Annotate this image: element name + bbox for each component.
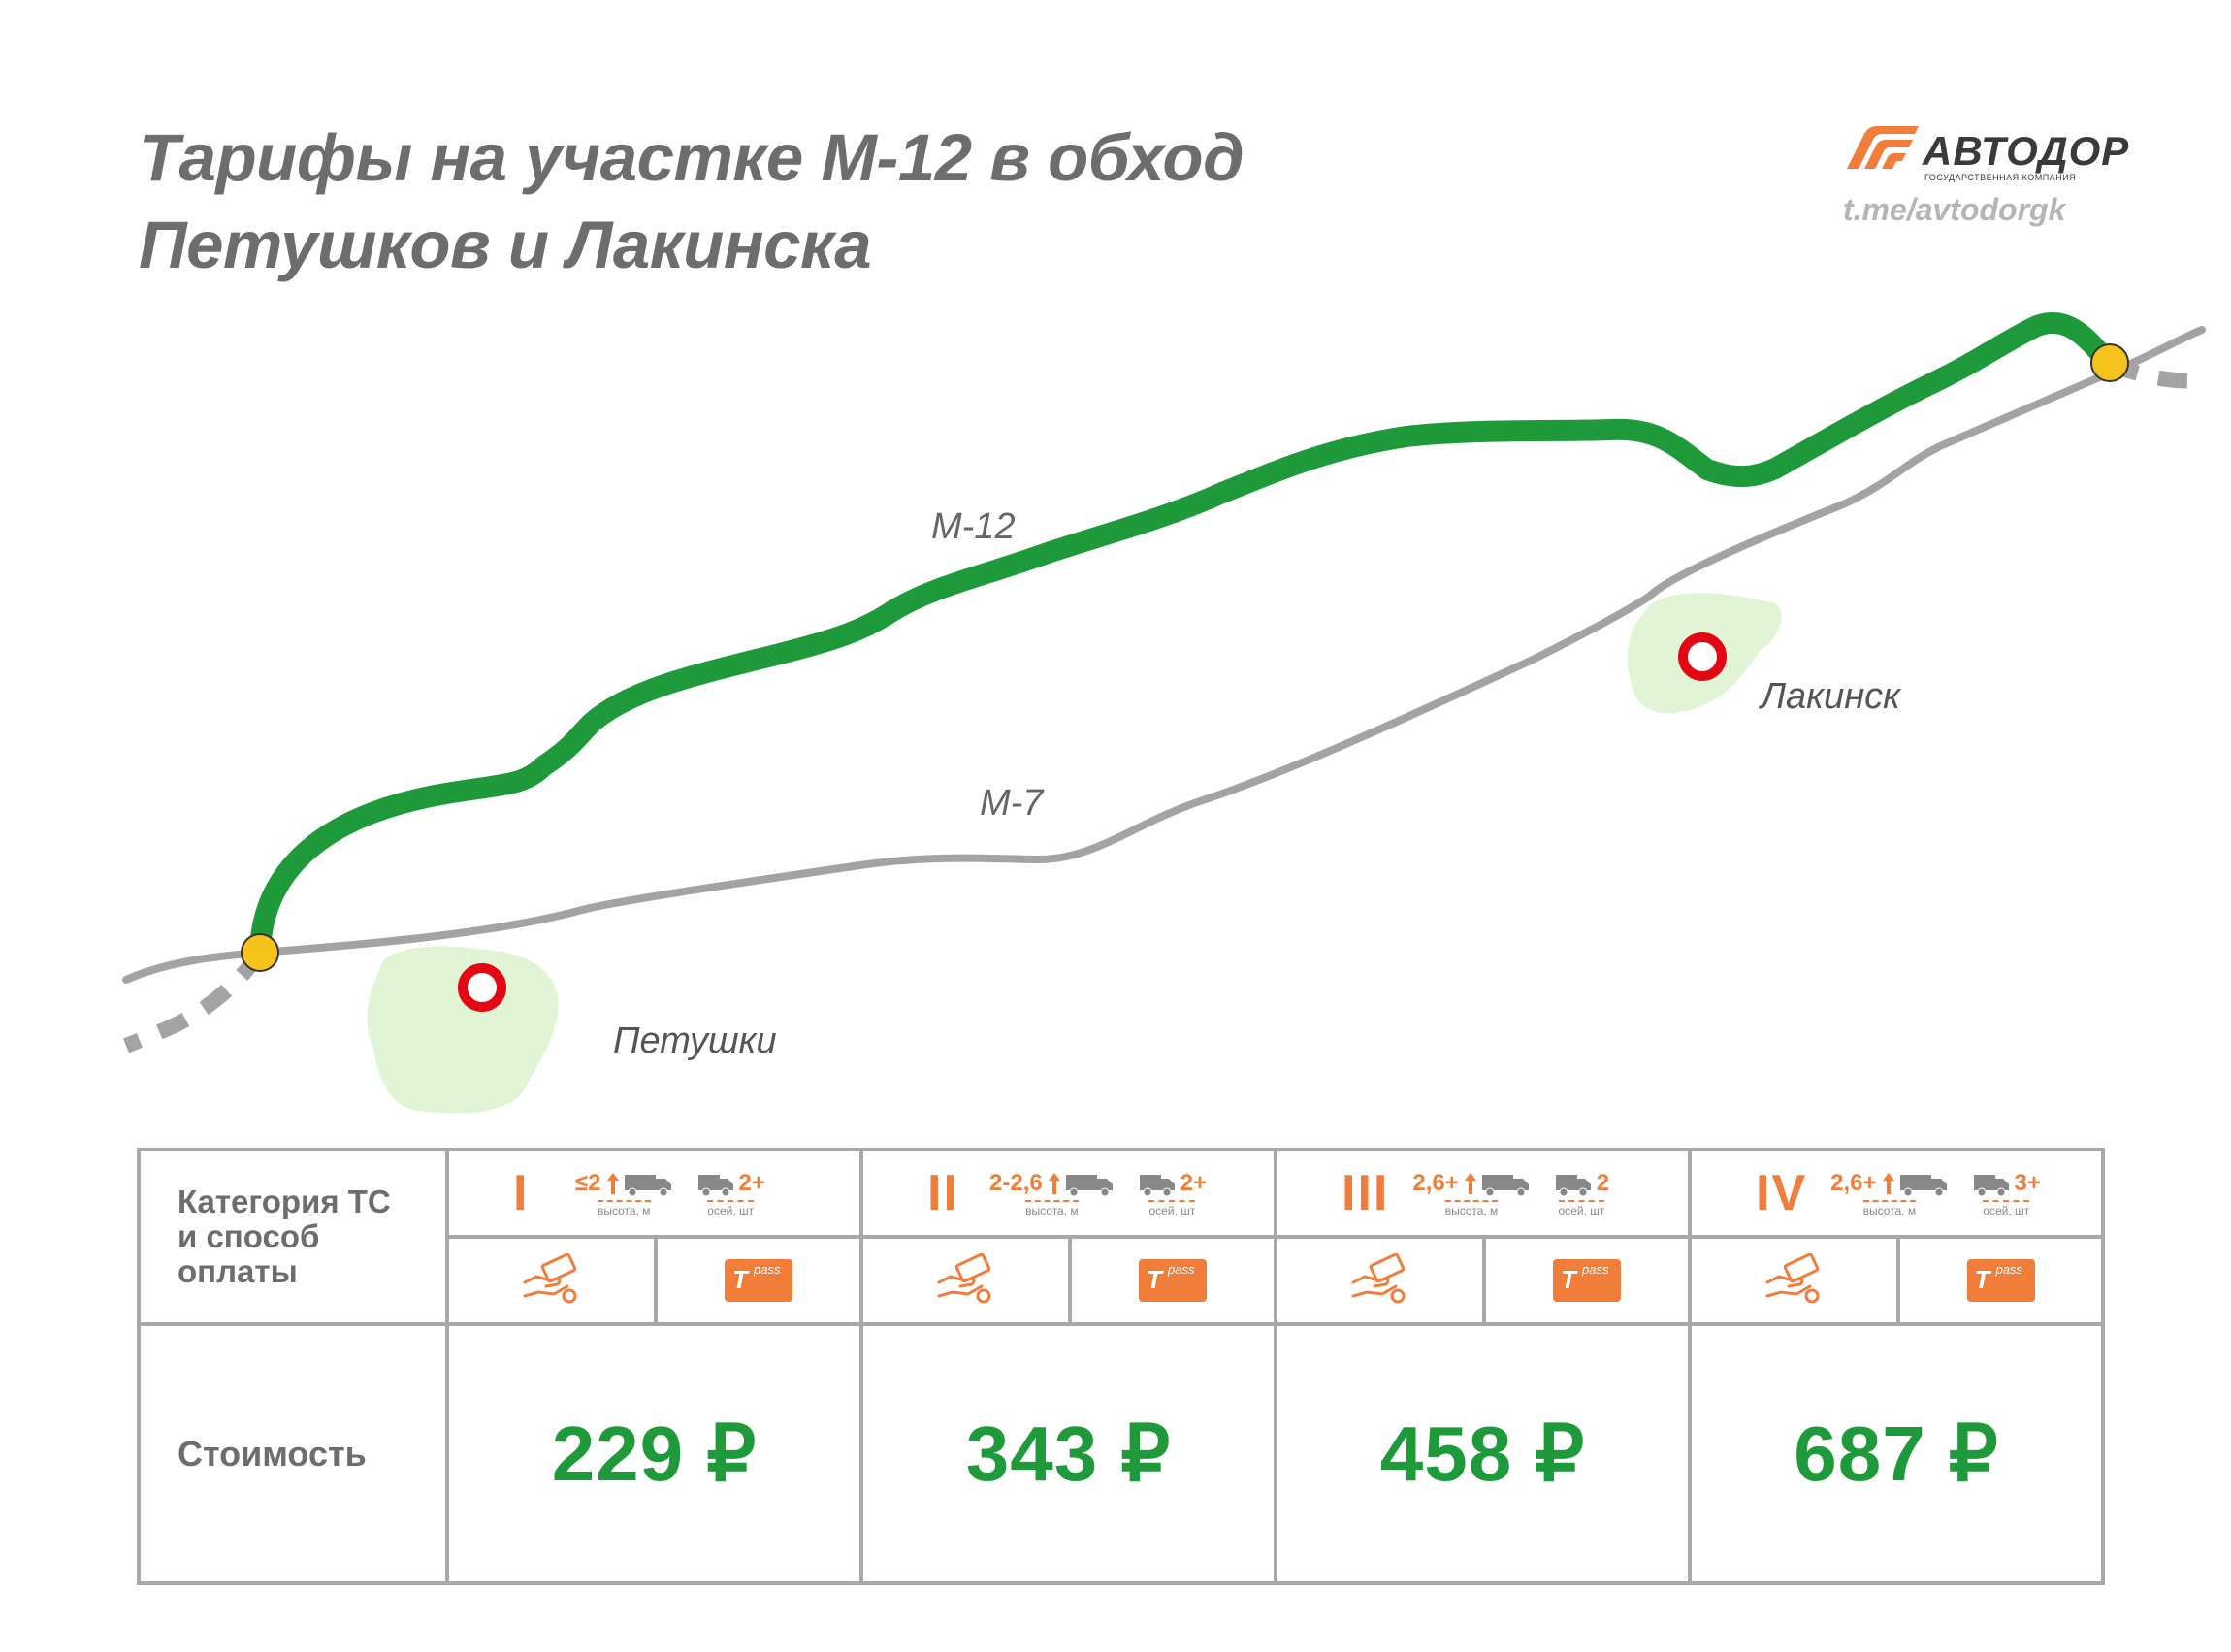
route-map: М-12 М-7 Петушки Лакинск (122, 311, 2208, 1114)
junction-east-icon (2090, 343, 2129, 382)
payment-transponder-4: T pass (1896, 1235, 2106, 1326)
m7-label: М-7 (980, 783, 1045, 824)
telegram-link[interactable]: t.me/avtodorgk (1843, 192, 2066, 227)
category-header-line-3: оплаты (178, 1253, 298, 1290)
truck-height-icon (1882, 1173, 1947, 1197)
t-pass-label: pass (1995, 1262, 2022, 1277)
height-spec: 2-2,6 высота, м (989, 1169, 1115, 1217)
cash-payment-icon (1351, 1252, 1406, 1303)
payment-transponder-1: T pass (654, 1235, 863, 1326)
category-roman: I (513, 1165, 530, 1221)
truck-height-icon (606, 1173, 671, 1197)
m12-label: М-12 (931, 506, 1016, 547)
price-category-2: 343 ₽ (858, 1322, 1278, 1585)
height-value: ≤2 (575, 1170, 601, 1196)
height-spec: ≤2 высота, м (575, 1169, 673, 1217)
payment-transponder-2: T pass (1067, 1235, 1278, 1326)
price-row: Стоимость 229 ₽ 343 ₽ 458 ₽ 687 ₽ (137, 1322, 2106, 1585)
petushki-marker-icon (458, 963, 506, 1012)
axles-value: 2 (1596, 1170, 1610, 1196)
payment-row: T pass T pass T (139, 1235, 2106, 1326)
cash-payment-icon (523, 1252, 576, 1303)
axles-spec: 2+ осей, шт (1138, 1169, 1207, 1217)
cash-payment-icon (1765, 1252, 1820, 1303)
title-line-2: Петушков и Лакинска (139, 207, 872, 282)
m7-road (122, 326, 2206, 984)
category-row: Категория ТС и способ оплаты I ≤2 (137, 1148, 2106, 1326)
category-header-cell: Категория ТС и способ оплаты (137, 1148, 449, 1326)
t-pass-transponder-icon: T pass (725, 1259, 792, 1302)
junction-west-icon (241, 933, 279, 972)
category-cell-1: I ≤2 высота, м (445, 1148, 863, 1239)
axles-spec: 2+ осей, шт (696, 1169, 765, 1217)
category-roman: IV (1756, 1165, 1808, 1221)
height-spec: 2,6+ высота, м (1412, 1169, 1530, 1217)
height-value: 2,6+ (1412, 1170, 1459, 1196)
height-value: 2,6+ (1830, 1170, 1877, 1196)
lakinsk-label: Лакинск (1758, 676, 1902, 717)
height-caption: высота, м (1025, 1200, 1079, 1217)
truck-height-icon (1048, 1173, 1113, 1197)
logo-name: АВТОДОР (1923, 128, 2130, 174)
axles-caption: осей, шт (707, 1200, 755, 1217)
cash-payment-icon (937, 1252, 990, 1303)
category-header-line-1: Категория ТС (178, 1182, 391, 1219)
m12-approach-west (123, 948, 267, 1053)
t-pass-transponder-icon: T pass (1553, 1259, 1622, 1302)
height-spec: 2,6+ высота, м (1830, 1169, 1948, 1217)
category-roman: III (1342, 1165, 1390, 1221)
truck-axles-icon (1973, 1175, 2009, 1197)
m12-road (249, 311, 2120, 963)
payment-cash-4 (1688, 1235, 1901, 1326)
payment-transponder-3: T pass (1482, 1235, 1693, 1326)
t-pass-label: pass (1168, 1262, 1195, 1277)
page-title: Тарифы на участке М-12 в обход Петушков … (139, 114, 1245, 288)
category-cell-4: IV 2,6+ высота, м (1688, 1148, 2106, 1239)
axles-spec: 2 осей, шт (1554, 1169, 1609, 1217)
title-line-1: Тарифы на участке М-12 в обход (139, 120, 1245, 195)
t-pass-label: pass (754, 1262, 781, 1277)
t-pass-label: pass (1582, 1262, 1609, 1277)
petushki-area (367, 946, 559, 1114)
logo-subtitle: ГОСУДАРСТВЕННАЯ КОМПАНИЯ (1924, 173, 2077, 182)
petushki-label: Петушки (613, 1020, 777, 1061)
axles-spec: 3+ осей, шт (1972, 1169, 2041, 1217)
tariff-table: Категория ТС и способ оплаты I ≤2 (137, 1148, 2106, 1585)
truck-axles-icon (1139, 1175, 1175, 1197)
height-caption: высота, м (1444, 1200, 1499, 1217)
axles-caption: осей, шт (1983, 1200, 2030, 1217)
height-caption: высота, м (1862, 1200, 1917, 1217)
height-value: 2-2,6 (989, 1170, 1043, 1196)
category-roman: II (927, 1165, 959, 1221)
truck-axles-icon (1555, 1175, 1591, 1197)
payment-cash-3 (1274, 1235, 1487, 1326)
cost-header-cell: Стоимость (137, 1322, 449, 1585)
t-pass-transponder-icon: T pass (1139, 1259, 1207, 1302)
t-pass-transponder-icon: T pass (1966, 1259, 2035, 1302)
axles-value: 3+ (2014, 1170, 2041, 1196)
avtodor-logo[interactable]: АВТОДОР ГОСУДАРСТВЕННАЯ КОМПАНИЯ t.me/av… (1843, 124, 2134, 231)
category-cell-3: III 2,6+ высота, м (1274, 1148, 1693, 1239)
truck-axles-icon (697, 1175, 733, 1197)
payment-cash-1 (445, 1235, 658, 1326)
axles-value: 2+ (738, 1170, 765, 1196)
avtodor-emblem-icon (1847, 126, 1919, 169)
height-caption: высота, м (598, 1200, 651, 1217)
category-header-line-2: и способ (178, 1217, 320, 1254)
price-category-1: 229 ₽ (445, 1322, 863, 1585)
truck-height-icon (1464, 1173, 1529, 1197)
price-category-3: 458 ₽ (1274, 1322, 1693, 1585)
axles-caption: осей, шт (1558, 1200, 1605, 1217)
lakinsk-marker-icon (1678, 632, 1727, 681)
axles-caption: осей, шт (1148, 1200, 1196, 1217)
category-cell-2: II 2-2,6 высота, м (858, 1148, 1278, 1239)
axles-value: 2+ (1180, 1170, 1208, 1196)
price-category-4: 687 ₽ (1688, 1322, 2106, 1585)
payment-cash-2 (859, 1235, 1072, 1326)
